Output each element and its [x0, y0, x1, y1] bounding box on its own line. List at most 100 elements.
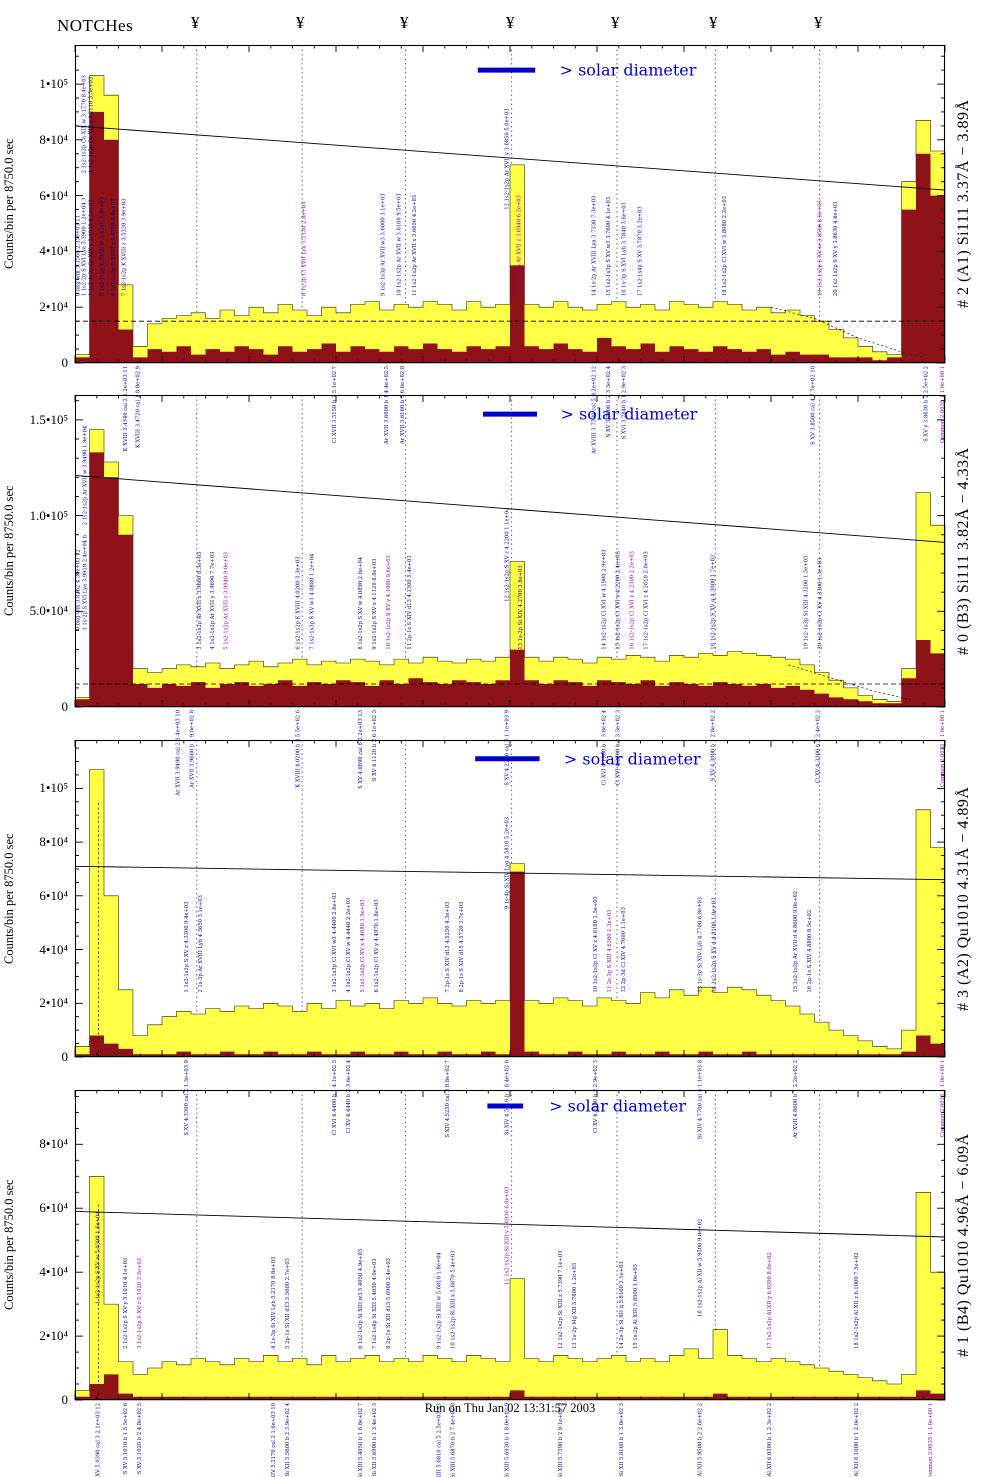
- spectral-line-label: 19 1s2-1s2p S XV w 3.8500 8.9e+03: [818, 200, 824, 296]
- spectral-line-label: 6 1s2-1s2p K XVIII 4.0200 3.3e+03: [296, 557, 302, 650]
- spectral-line-label: S XV 4.3000 b 1 2.8e+02 2: [710, 710, 716, 781]
- spectral-line-label: S XV 4.0890 cal 6 2.2e+03 13: [358, 710, 364, 789]
- dashed-curve: [770, 306, 924, 358]
- y-tick-label: 5.0•10⁴: [29, 603, 68, 619]
- spectral-line-label: S XVI 3.7840 b 1 2.9e+02 3: [622, 366, 628, 439]
- panel-a1-si111: Counts/bin per 8750.0 sec 1•10⁵ 8•10⁴ 6•10…: [0, 44, 1004, 455]
- spectral-line-label: 11 1s2-1s2p Si XIII y 5.6930 6.0e+03: [504, 1186, 510, 1285]
- spectral-line-label: 2 1s2-1s2p Ca XIX w 3.1770 8.4e+03: [81, 75, 87, 173]
- spectral-line-label: 6 1s2-1s2p K XVIII x 3.4710 4.4e+03: [111, 198, 117, 296]
- spectral-line-label: 1 1s-2p S XVI Lya 3.9910 2.4e+04 6: [82, 535, 88, 630]
- trend-line: [74, 1210, 946, 1238]
- spectral-line-label: 3 1s2-1s2p Ca XIX y 3.1930 6.1e+03: [88, 199, 94, 296]
- notch-symbol: ¥: [191, 13, 200, 32]
- y-tick-label: 4•10⁴: [39, 243, 68, 259]
- y-tick-label: 0: [61, 1049, 69, 1064]
- spectral-line-label: Cl XV 4.3300 b 2 2.4e+02 2: [816, 710, 822, 783]
- spectral-line-label: Common 2.0035 1 1.0e+00 1: [928, 1403, 934, 1477]
- spectral-line-label: K XVIII 4.0200 b 3 5.5e+02 6: [296, 710, 302, 788]
- histogram-total: [74, 429, 946, 708]
- spectral-line-label: 2 1s2-1s2p Ar XVII w 3.9490 1.9e+04: [82, 425, 88, 525]
- spectral-line-label: S XV 4.3300 cal 2 1.3e+03 9: [184, 1060, 190, 1136]
- trend-line: [74, 474, 946, 543]
- spectral-line-label: 5 2p-1s Si XII d13 5.5600 2.7e+03: [285, 1258, 291, 1349]
- spectral-line-label: 10 1s2-1s2p Cl XV z 4.6100 1.5e+03: [593, 896, 599, 992]
- y-tick-label: 1•10⁵: [39, 76, 68, 92]
- histogram-background: [75, 452, 945, 707]
- spectral-line-label: 15 1s-2p Al XIII 5.8500 1.0e+03: [633, 1264, 639, 1349]
- y-tick-label: 1•10⁵: [39, 780, 68, 796]
- spectral-line-label: Al XII 5.9500 b 2 2.6e+02 2: [697, 1403, 703, 1477]
- spectral-line-label: 1 1s2-1s2p S XV w 5.0390 1.6e+04: [95, 1211, 101, 1304]
- y-tick-label: 1.0•10⁵: [29, 507, 68, 523]
- spectral-line-label: 19 1s2-1s3p Si XIII 4.3200 1.5e+03: [804, 556, 810, 650]
- spectral-line-label: 18 1s2-1s2p Al XII z 6.1000 7.5e+02: [854, 1252, 860, 1348]
- y-tick-label: 6•10⁴: [39, 887, 68, 903]
- spectral-line-label: 15 1s2-1s2p Cl XVI x 4.2200 2.4e+03: [616, 551, 622, 650]
- notches-label: NOTCHes: [57, 16, 134, 35]
- spectral-line-label: 10 1s2-1s2p Ar XVII w 3.6160 9.5e+03: [396, 193, 402, 296]
- panel-title: # 0 (B3) Si111 3.82Å − 4.33Å: [955, 447, 972, 655]
- y-tick-label: 2•10⁴: [39, 1328, 68, 1344]
- spectral-line-label: Si XIII 5.4050 b 1 6.8e+02 7: [358, 1403, 364, 1477]
- histogram-total: [74, 1176, 946, 1401]
- spectral-line-label: S XV 5.1010 b 1 5.5e+02 6: [123, 1403, 129, 1474]
- notch-symbol: ¥: [506, 13, 515, 32]
- spectral-line-label: S XV 3.7600 b 2 3.3e+02 4: [606, 365, 612, 437]
- spectral-line-label: S XV y 3.8630 b 2 2.5e+02 2: [924, 366, 930, 442]
- spectral-line-label: Ar XVII 4.8600 b 1 2.2e+02 2: [793, 1060, 799, 1139]
- spectral-line-label: 6 1s2-1s3p Si XIII w3 5.4050 4.9e+03: [358, 1249, 364, 1349]
- spectral-line-label: 8 1s-2p Cl XVII Lya 3.5150 2.8e+03: [302, 202, 308, 297]
- spectral-line-label: 14 2s-3p Si XII q 5.8160 2.1e+03: [619, 1261, 625, 1349]
- spectral-line-label: Ar XVII 3.9660 b 1 9.0e+02 8: [189, 710, 195, 789]
- solar-diameter-label: > solar diameter: [564, 749, 701, 768]
- spectral-line-label: 9 1s2-1s2p Si XIII w 5.6810 1.8e+04: [436, 1251, 442, 1348]
- plot-area: > solar diameter 1 1s2-1s2p S XV w 5.0390…: [74, 1089, 946, 1477]
- y-tick-label: 0: [61, 699, 69, 714]
- spectral-line-label: Si XIV 5.2170 cal 2 1.6e+03 10: [271, 1403, 277, 1477]
- spectral-line-label: 8 2p-1s Si XII d15 5.6900 2.4e+03: [386, 1258, 392, 1349]
- spectral-line-label: 3 1s2-1s2p Ar XVII x 3.9660 8.3e+03: [197, 552, 203, 650]
- panel-a2-qu1010: Counts/bin per 8750.0 sec 1•10⁵ 8•10⁴ 6•10…: [0, 739, 1004, 1139]
- solar-diameter-label: > solar diameter: [561, 405, 698, 424]
- y-tick-label: 0: [61, 355, 69, 370]
- spectral-line-label: S XV 5.0390 cal 3 2.1e+03 12: [95, 1403, 101, 1477]
- spectral-line-label: Cl XV 4.4440 b 2 3.6e+02 4: [346, 1059, 352, 1133]
- spectral-line-label: 17 1s2-1s4p S XV 3.7870 3.2e+03: [637, 206, 643, 296]
- spectral-line-label: 9 1s2-1s3p Ar XVII w3 3.6000 3.1e+03: [381, 193, 387, 296]
- spectral-line-label: 6 1s2-1s2p Cl XV y 4.4970 1.8e+03: [374, 899, 380, 992]
- histogram-background: [75, 111, 945, 364]
- spectral-line-label: 8 2p-1s S XIV d15 4.5720 3.7e+03: [459, 902, 465, 993]
- spectral-line-label: 8 1s2-1s2p S XV w 4.0890 2.6e+04: [358, 556, 364, 649]
- spectral-line-label: 12 1s2-1s2p Si XIII z 5.7390 7.1e+03: [558, 1251, 564, 1349]
- spectral-line-label: 17 1s2-1s2p Al XII y 6.0300 8.0e+02: [767, 1252, 773, 1349]
- spectral-line-label: 7 1s2-1s2p K XVIII z 3.5320 3.9e+03: [122, 199, 128, 296]
- spectral-line-label: 18 1s2-1s2p Cl XVI w 3.8080 2.2e+03: [722, 196, 728, 296]
- spectral-line-label: 12 1s2-1s2p S XV z 4.2200 1.1e+04: [504, 507, 510, 602]
- spectral-line-label: Si XIII 5.6810 cal 5 2.5e+03 13: [436, 1403, 442, 1477]
- notch-symbol: ¥: [400, 13, 409, 32]
- spectral-line-label: 17 1s2-1s2p Cl XVI z 4.2610 2.0e+03: [644, 551, 650, 649]
- spectral-line-label: S XV 4.2200 cal 3 1.1e+03 9: [504, 710, 510, 786]
- timestamp: Run on Thu Jan 02 13:31:57 2003: [424, 1401, 596, 1415]
- spectral-line-label: 16 2p-1s S XIV 4.8800 8.5e+02: [807, 910, 813, 993]
- spectral-line-label: 11 1s2-1s2p Ar XVII x 3.6650 4.2e+03: [412, 195, 418, 296]
- y-tick-label: 2•10⁴: [39, 299, 68, 315]
- spectral-line-label: 15 1s2-1s2p Ar XVII d 4.8600 9.0e+02: [793, 891, 799, 993]
- spectral-line-label: 2 1s-3p Ar XVIII Lyb 4.3650 3.1e+03: [198, 895, 204, 992]
- y-tick-label: 4•10⁴: [39, 941, 68, 957]
- spectral-line-label: 18 1s2-1s2p S XV q 4.3000 1.7e+03: [710, 555, 716, 650]
- spectral-line-label: Ar XVII 3.9490 cal 2 1.4e+03 10: [175, 710, 181, 797]
- spectral-line-label: Si XII 5.8160 b 1 3.0e+02 3: [619, 1403, 625, 1476]
- spectral-line-label: 5 1s2-1s2p Cl XV x 4.4680 1.9e+03: [360, 899, 366, 992]
- spectral-line-label: Si XIV 4.7700 cal 4 1.1e+03 8: [697, 1060, 703, 1139]
- y-tick-label: 8•10⁴: [39, 834, 68, 850]
- spectral-line-label: 4 1s-3p Si XIV Lyb 5.2170 8.8e+03: [271, 1257, 277, 1349]
- spectral-line-label: Ar XVIII 3.7330 cal 5 9.2e+02 12: [591, 366, 597, 455]
- spectral-line-label: 14 1s2-1s2p S XV d 4.8100 1.0e+03: [711, 898, 717, 993]
- spectral-line-label: 7 1s2-1s4p Si XIII 5.4050 4.0e+03: [372, 1258, 378, 1349]
- y-tick-labels: 8•10⁴ 6•10⁴ 4•10⁴ 2•10⁴ 0: [0, 1090, 70, 1407]
- spectral-line-label: 4 1s2-1s2p Cl XV w 4.4440 2.2e+03: [346, 898, 352, 993]
- spectral-line-label: 7 1s2-1s3p S XV w3 4.0880 1.2e+04: [309, 553, 315, 650]
- trend-line: [74, 865, 946, 881]
